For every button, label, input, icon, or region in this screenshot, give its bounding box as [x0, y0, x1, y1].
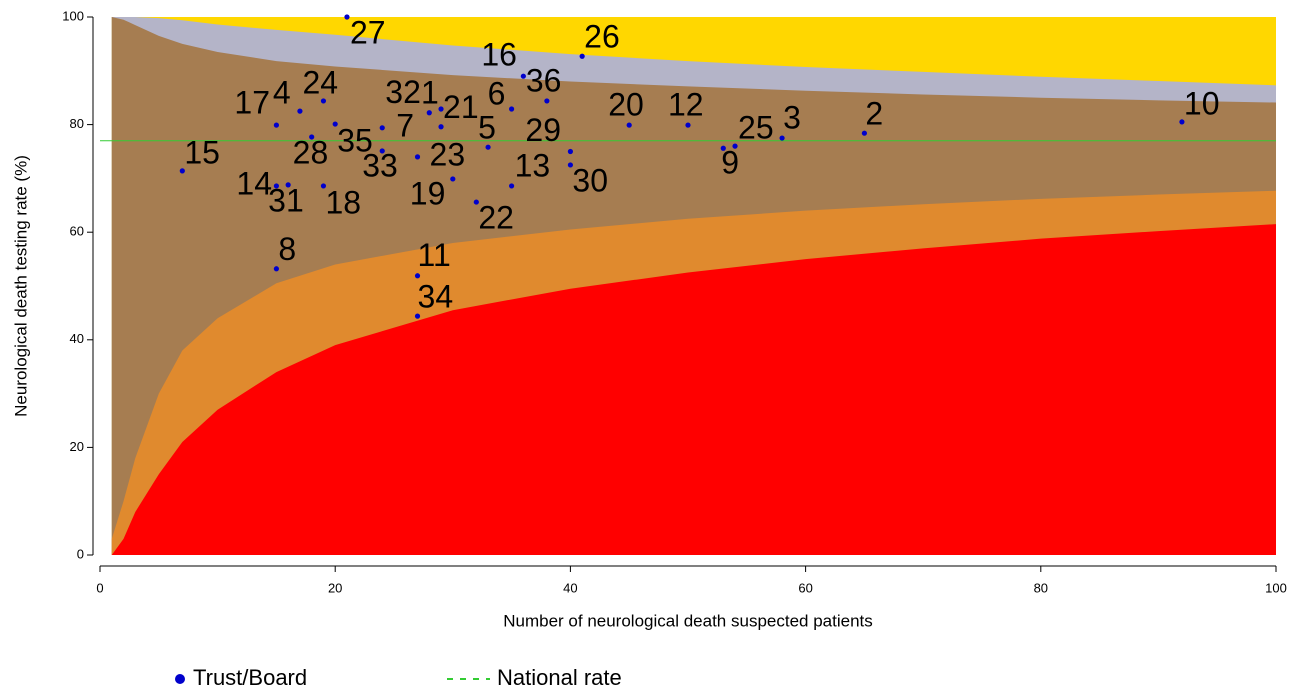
data-point: [438, 124, 444, 130]
point-label: 15: [184, 134, 220, 170]
point-label: 12: [668, 87, 704, 123]
point-label: 36: [526, 62, 562, 98]
x-tick-label: 20: [328, 580, 342, 595]
point-label: 16: [481, 37, 517, 73]
data-point: [567, 162, 574, 168]
data-point: [1179, 119, 1185, 125]
data-point: [273, 122, 279, 128]
point-label: 5: [478, 110, 496, 146]
data-point: [297, 108, 303, 114]
point-label: 1: [421, 74, 439, 110]
point-label: 30: [572, 162, 608, 198]
data-point: [320, 183, 327, 189]
point-label: 33: [362, 147, 398, 183]
point-label: 17: [234, 85, 270, 121]
data-point: [732, 143, 738, 149]
data-point: [485, 144, 491, 150]
point-label: 26: [584, 19, 620, 55]
point-label: 21: [443, 89, 479, 125]
data-point: [473, 199, 479, 205]
x-tick-label: 60: [798, 580, 812, 595]
funnel-band: [111, 224, 1276, 555]
data-point: [579, 53, 585, 59]
legend-marker: [175, 674, 185, 684]
point-label: 9: [721, 145, 739, 181]
data-point: [414, 313, 421, 319]
data-point: [450, 176, 456, 182]
point-label: 31: [268, 182, 304, 218]
y-tick-label: 80: [70, 116, 84, 131]
data-point: [273, 183, 279, 189]
point-label: 8: [278, 231, 296, 267]
data-point: [426, 110, 432, 116]
point-label: 7: [396, 107, 414, 143]
data-point: [379, 125, 385, 131]
point-label: 22: [478, 200, 514, 236]
point-label: 13: [515, 147, 551, 183]
data-point: [509, 183, 515, 189]
x-tick-label: 40: [563, 580, 577, 595]
y-tick-label: 0: [77, 546, 84, 561]
point-label: 11: [418, 237, 451, 273]
point-label: 35: [337, 123, 373, 159]
legend-label: Trust/Board: [193, 665, 307, 690]
y-tick-label: 60: [70, 224, 84, 239]
point-label: 32: [385, 74, 421, 110]
point-label: 27: [350, 14, 386, 50]
point-label: 4: [273, 75, 291, 111]
data-point: [179, 168, 185, 174]
data-point: [438, 106, 444, 112]
y-tick-label: 100: [62, 8, 84, 23]
x-tick-label: 80: [1034, 580, 1048, 595]
point-label: 29: [525, 112, 561, 148]
data-point: [720, 145, 726, 151]
data-point: [685, 122, 691, 128]
point-label: 24: [302, 64, 338, 100]
data-point: [544, 98, 550, 104]
y-tick-label: 20: [70, 439, 84, 454]
data-point: [309, 134, 315, 140]
y-tick-label: 40: [70, 331, 84, 346]
data-point: [779, 135, 785, 141]
data-point: [626, 122, 632, 128]
data-point: [567, 148, 574, 155]
point-label: 2: [865, 96, 883, 132]
point-label: 10: [1184, 85, 1220, 121]
data-point: [273, 266, 279, 272]
point-label: 3: [783, 100, 801, 136]
data-point: [520, 73, 526, 79]
point-label: 25: [738, 110, 774, 146]
x-axis-label: Number of neurological death suspected p…: [503, 611, 873, 630]
point-label: 18: [325, 184, 361, 220]
point-label: 19: [410, 175, 446, 211]
data-point: [332, 121, 338, 127]
data-point: [320, 98, 327, 104]
x-tick-label: 100: [1265, 580, 1287, 595]
data-point: [861, 130, 868, 136]
data-point: [344, 14, 350, 20]
point-label: 28: [293, 134, 329, 170]
point-label: 34: [418, 279, 454, 315]
legend-label: National rate: [497, 665, 622, 690]
y-axis-label: Neurological death testing rate (%): [11, 155, 30, 417]
data-point: [285, 182, 291, 188]
data-point: [414, 154, 421, 160]
data-point: [379, 148, 385, 154]
x-tick-label: 0: [96, 580, 103, 595]
point-label: 6: [488, 75, 506, 111]
point-label: 20: [608, 87, 644, 123]
point-label: 14: [236, 165, 272, 201]
point-label: 23: [430, 136, 466, 172]
data-point: [509, 106, 515, 112]
data-point: [414, 273, 421, 279]
